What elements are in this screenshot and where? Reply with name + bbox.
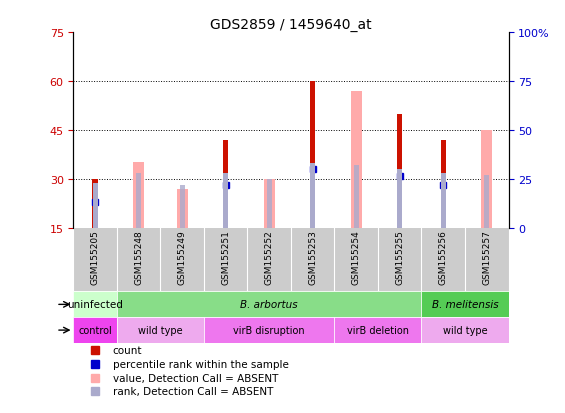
Text: GSM155252: GSM155252 (265, 230, 273, 285)
Bar (73, 318, 117, 343)
Text: GSM155257: GSM155257 (483, 230, 491, 285)
Text: virB disruption: virB disruption (233, 325, 305, 335)
Text: GSM155249: GSM155249 (178, 230, 186, 285)
Bar (397, 114, 402, 228)
Bar (421, 318, 508, 343)
Text: B. arbortus: B. arbortus (241, 300, 298, 310)
Bar (93, 183, 98, 228)
Text: wild type: wild type (138, 325, 182, 335)
Text: wild type: wild type (443, 325, 487, 335)
Text: rank, Detection Call = ABSENT: rank, Detection Call = ABSENT (112, 386, 273, 396)
Bar (354, 166, 359, 228)
Text: B. melitensis: B. melitensis (432, 300, 498, 310)
Bar (334, 318, 421, 343)
Bar (117, 292, 421, 318)
Text: GSM155205: GSM155205 (91, 230, 99, 285)
Bar (223, 173, 228, 228)
Text: count: count (112, 346, 142, 356)
Text: GSM155248: GSM155248 (134, 230, 143, 285)
Bar (136, 173, 141, 228)
Bar (441, 140, 446, 228)
Text: GSM155254: GSM155254 (352, 230, 360, 285)
Bar (264, 179, 275, 228)
Text: percentile rank within the sample: percentile rank within the sample (112, 359, 289, 369)
Text: GSM155256: GSM155256 (439, 230, 447, 285)
Title: GDS2859 / 1459640_at: GDS2859 / 1459640_at (210, 18, 372, 32)
Bar (310, 82, 315, 228)
Bar (421, 292, 508, 318)
Bar (133, 163, 144, 228)
Text: value, Detection Call = ABSENT: value, Detection Call = ABSENT (112, 373, 278, 382)
Text: GSM155255: GSM155255 (396, 230, 404, 285)
Bar (180, 185, 185, 228)
Bar (484, 176, 489, 228)
Text: GSM155251: GSM155251 (221, 230, 230, 285)
Bar (310, 164, 315, 228)
Bar (93, 179, 98, 228)
Bar (223, 140, 228, 228)
Text: virB deletion: virB deletion (347, 325, 409, 335)
Bar (117, 318, 204, 343)
Text: control: control (79, 325, 112, 335)
Bar (204, 318, 334, 343)
Bar (351, 92, 362, 228)
Bar (397, 170, 402, 228)
Bar (481, 131, 492, 228)
Bar (73, 292, 117, 318)
Text: GSM155253: GSM155253 (308, 230, 317, 285)
Bar (177, 189, 188, 228)
Bar (267, 179, 272, 228)
Text: uninfected: uninfected (67, 300, 123, 310)
Bar (441, 173, 446, 228)
